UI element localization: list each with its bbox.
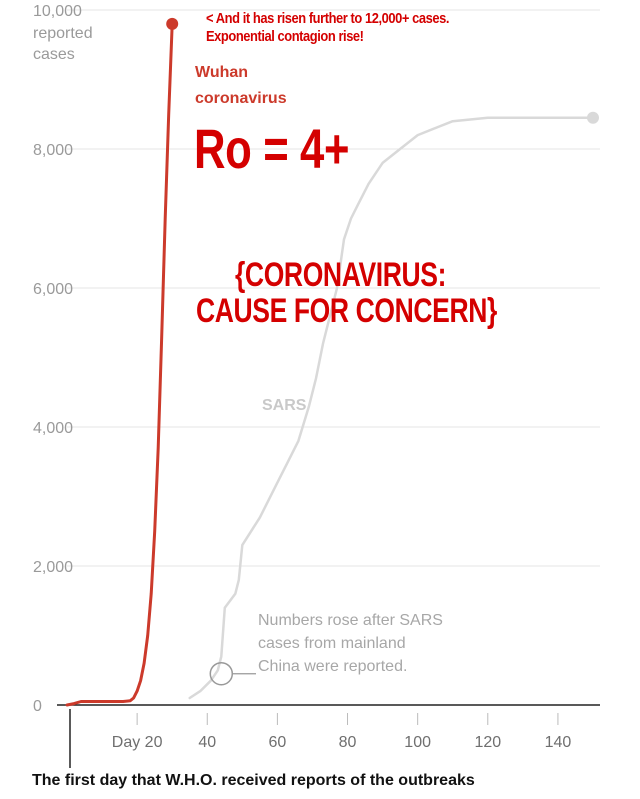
series-end-point xyxy=(166,17,179,30)
x-tick-label: 60 xyxy=(268,734,286,751)
chart-labels: 0 2,000 4,000 6,000 8,000 10,000 reported cases… xyxy=(33,3,571,751)
series-line-sars xyxy=(188,116,595,700)
x-tick-label: 100 xyxy=(404,734,431,751)
x-tick-label: Day 20 xyxy=(112,734,163,751)
overlay-headline-line1: {CORONAVIRUS: xyxy=(235,256,447,294)
series-label-wuhan: coronavirus xyxy=(195,90,287,107)
x-tick-label: 140 xyxy=(545,734,572,751)
annotation-circle xyxy=(209,661,234,686)
series-label-wuhan: Wuhan xyxy=(195,64,248,81)
series-end-point xyxy=(586,111,599,124)
x-axis-caption: The first day that W.H.O. received repor… xyxy=(32,772,475,789)
series-line-wuhan xyxy=(65,22,174,707)
overlay-note-line1: < And it has risen further to 12,000+ ca… xyxy=(206,10,450,27)
x-tick-label: 120 xyxy=(474,734,501,751)
y-axis-title-line: reported xyxy=(33,25,93,42)
y-tick-label: 8,000 xyxy=(33,142,73,159)
y-tick-label: 4,000 xyxy=(33,420,73,437)
grid-lines xyxy=(67,9,600,567)
y-tick-label: 6,000 xyxy=(33,281,73,298)
annotation-text-line: Numbers rose after SARS xyxy=(258,612,443,629)
annotation-text-line: China were reported. xyxy=(258,658,407,675)
y-tick-label: 10,000 xyxy=(33,3,82,20)
x-tick-label: 40 xyxy=(198,734,216,751)
overlay-headline-line2: CAUSE FOR CONCERN} xyxy=(196,292,497,330)
y-tick-label: 0 xyxy=(33,698,42,715)
overlay-ro-text: Ro = 4+ xyxy=(194,117,350,180)
series-lines xyxy=(65,17,599,707)
annotation-text-line: cases from mainland xyxy=(258,635,406,652)
x-tick-label: 80 xyxy=(339,734,357,751)
series-label-sars: SARS xyxy=(262,397,307,414)
y-axis-title-line: cases xyxy=(33,46,75,63)
axes xyxy=(57,704,600,768)
y-tick-label: 2,000 xyxy=(33,559,73,576)
overlay-note-line2: Exponential contagion rise! xyxy=(206,28,364,45)
